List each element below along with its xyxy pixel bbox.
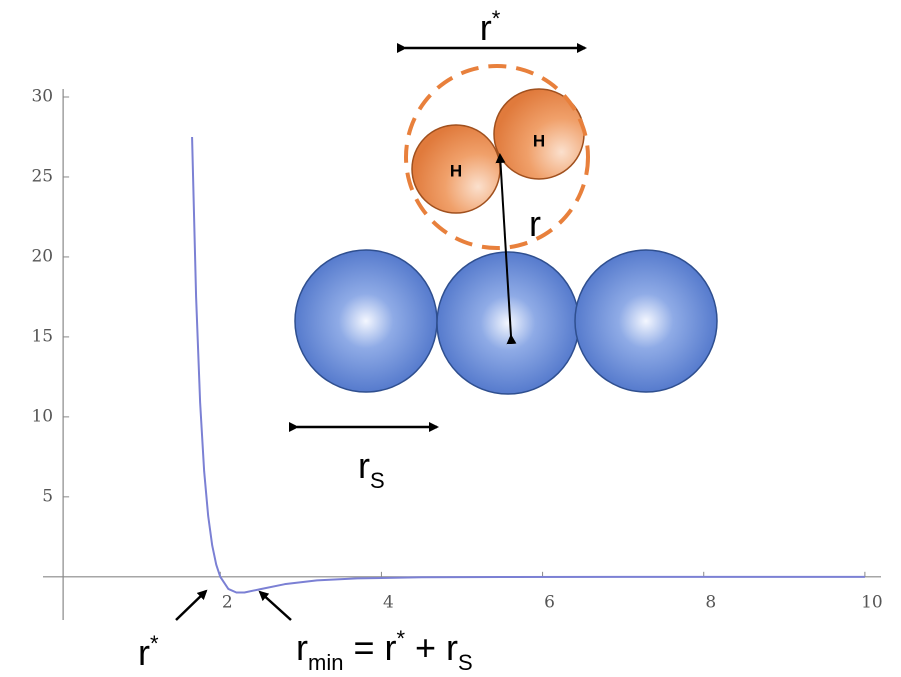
x-tick-label: 10 <box>861 592 883 612</box>
x-tick-label: 8 <box>705 592 716 612</box>
annotation-sup: * <box>492 6 501 31</box>
atom-label: H <box>533 131 545 150</box>
annotation: r* <box>138 631 159 673</box>
annotation-text: = r <box>343 627 396 668</box>
x-tick-label: 4 <box>383 592 394 612</box>
chart: 24681051015202530 H H r* r rS r* rmin = … <box>0 0 901 677</box>
annotation-text: r <box>296 627 308 668</box>
annotation-text: + r <box>405 627 458 668</box>
arrow <box>260 592 291 620</box>
y-tick-label: 20 <box>31 246 53 266</box>
annotation: r* <box>480 6 501 48</box>
x-tick-label: 2 <box>222 592 233 612</box>
sphere <box>295 250 437 392</box>
arrow <box>176 591 206 620</box>
y-tick-label: 25 <box>31 166 53 186</box>
x-tick-label: 6 <box>544 592 555 612</box>
diagram: H H r* r rS r* rmin = r* + rS <box>138 6 717 675</box>
atom-label: H <box>450 161 462 180</box>
annotation: rmin = r* + rS <box>296 626 473 675</box>
annotation-sub: S <box>370 468 385 493</box>
annotation: r <box>529 203 541 244</box>
sphere <box>575 250 717 392</box>
y-tick-label: 5 <box>42 486 53 506</box>
annotation-sup: * <box>150 631 159 656</box>
y-tick-label: 15 <box>31 326 53 346</box>
annotation-text: r <box>480 7 492 48</box>
y-tick-label: 10 <box>31 406 53 426</box>
annotation-sub: min <box>308 650 343 675</box>
annotation: rS <box>358 445 385 493</box>
annotation-text: r <box>138 632 150 673</box>
annotation-sub: S <box>458 650 473 675</box>
annotation-text: r <box>358 445 370 486</box>
y-tick-label: 30 <box>31 86 53 106</box>
